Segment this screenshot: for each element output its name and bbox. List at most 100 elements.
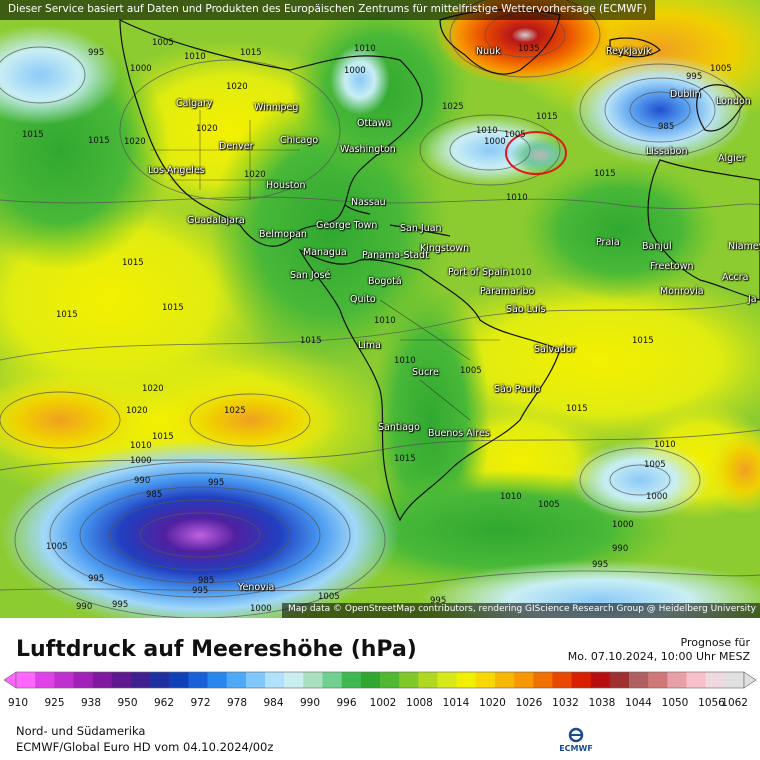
model-run-label: ECMWF/Global Euro HD vom 04.10.2024/00z: [16, 740, 274, 754]
scale-cell: [245, 672, 266, 688]
city-label: Panama-Stadt: [362, 250, 429, 261]
isobar-label: 995: [88, 48, 105, 58]
scale-cell: [437, 672, 458, 688]
isobar-label: 1015: [22, 130, 44, 140]
city-label: Managua: [303, 247, 347, 258]
isobar-label: 1015: [56, 310, 78, 320]
logo-text: ECMWF: [559, 744, 593, 753]
city-label: Niamey: [728, 241, 760, 252]
isobar-label: 1010: [184, 52, 206, 62]
isobar-label: 995: [592, 560, 609, 570]
scale-cell: [705, 672, 726, 688]
isobar-label: 1000: [130, 64, 152, 74]
isobar-label: 1015: [88, 136, 110, 146]
isobar-label: 1010: [130, 441, 152, 451]
isobar-label: 1010: [654, 440, 676, 450]
scale-cell: [724, 672, 745, 688]
isobar-label: 1015: [240, 48, 262, 58]
city-label: Winnipeg: [254, 102, 299, 113]
city-label: Banjul: [642, 241, 672, 252]
scale-tick-label: 950: [117, 697, 138, 709]
city-label: San Juan: [400, 223, 442, 234]
scale-cell: [533, 672, 553, 688]
city-label: São Paulo: [494, 384, 541, 395]
isobar-label: 990: [76, 602, 93, 612]
scale-cell: [667, 672, 688, 688]
scale-cell: [284, 672, 304, 688]
scale-cell: [322, 672, 343, 688]
isobar-label: 1000: [646, 492, 668, 502]
scale-tick-label: 1020: [479, 697, 506, 709]
scale-arrow-left: [4, 671, 17, 689]
scale-tick-label: 1062: [721, 697, 748, 709]
city-label: Freetown: [650, 261, 694, 272]
city-label: Chicago: [280, 135, 319, 146]
ecmwf-logo: ECMWF: [556, 726, 596, 756]
isobar-label: 985: [198, 576, 215, 586]
isobar-label: 1005: [46, 542, 68, 552]
scale-cell: [303, 672, 324, 688]
color-scale-bar: [4, 671, 756, 689]
scale-cell: [494, 672, 515, 688]
scale-cell: [54, 672, 74, 688]
scale-cell: [629, 672, 649, 688]
isobar-label: 995: [686, 72, 703, 82]
isobar-label: 1020: [244, 170, 266, 180]
scale-cell: [418, 672, 438, 688]
isobar-label: 1015: [162, 303, 184, 313]
scale-cell: [341, 672, 362, 688]
city-label: Paramaribo: [480, 286, 535, 297]
isobar-label: 1005: [318, 592, 340, 602]
scale-tick-label: 978: [226, 697, 248, 709]
scale-cell: [514, 672, 534, 688]
scale-cell: [552, 672, 573, 688]
city-label: Port of Spain: [448, 267, 509, 278]
scale-cell: [111, 672, 132, 688]
scale-cell: [456, 672, 477, 688]
scale-tick-label: 1038: [588, 697, 616, 709]
isobar-label: 1025: [442, 102, 464, 112]
scale-cell: [188, 672, 209, 688]
highlight-circle: [505, 131, 567, 175]
isobar-label: 995: [112, 600, 129, 610]
isobar-label: 1015: [122, 258, 144, 268]
isobar-label: 1015: [566, 404, 588, 414]
city-label: Accra: [722, 272, 749, 283]
scale-cell: [35, 672, 55, 688]
isobar-label: 1010: [394, 356, 416, 366]
city-label: London: [716, 96, 751, 107]
city-label: Monrovia: [660, 286, 704, 297]
isobar-label: 1035: [518, 44, 540, 54]
scale-tick-label: 996: [336, 697, 357, 709]
city-label: Washington: [340, 144, 396, 155]
isobar-label: 1000: [612, 520, 634, 530]
city-label: Nassau: [351, 197, 386, 208]
city-label: Lima: [358, 340, 382, 351]
isobar-label: 1020: [226, 82, 248, 92]
isobar-label: 1015: [152, 432, 174, 442]
city-label: Belmopan: [259, 229, 307, 240]
city-label: Quito: [350, 294, 376, 305]
isobar-label: 1020: [142, 384, 164, 394]
city-label: Yenovia: [238, 582, 275, 593]
isobar-label: 995: [88, 574, 105, 584]
scale-tick-label: 1044: [625, 697, 652, 709]
scale-cell: [380, 672, 400, 688]
isobar-label: 990: [612, 544, 629, 554]
scale-cell: [16, 672, 36, 688]
scale-arrow-right: [743, 671, 756, 689]
pressure-map[interactable]: Dieser Service basiert auf Daten und Pro…: [0, 0, 760, 618]
city-label: Santiago: [378, 422, 420, 433]
city-label: Calgary: [176, 98, 213, 109]
isobar-label: 1000: [344, 66, 366, 76]
scale-cell: [150, 672, 170, 688]
isobar-label: 1020: [126, 406, 148, 416]
isobar-label: 1020: [196, 124, 218, 134]
isobar-label: 1015: [594, 169, 616, 179]
scale-tick-label: 938: [80, 697, 102, 709]
scale-tick-label: 910: [7, 697, 29, 709]
city-label: Guadalajara: [187, 215, 245, 226]
scale-tick-label: 1056: [698, 697, 725, 709]
city-label: Bogotá: [368, 276, 402, 287]
isobar-label: 985: [658, 122, 675, 132]
